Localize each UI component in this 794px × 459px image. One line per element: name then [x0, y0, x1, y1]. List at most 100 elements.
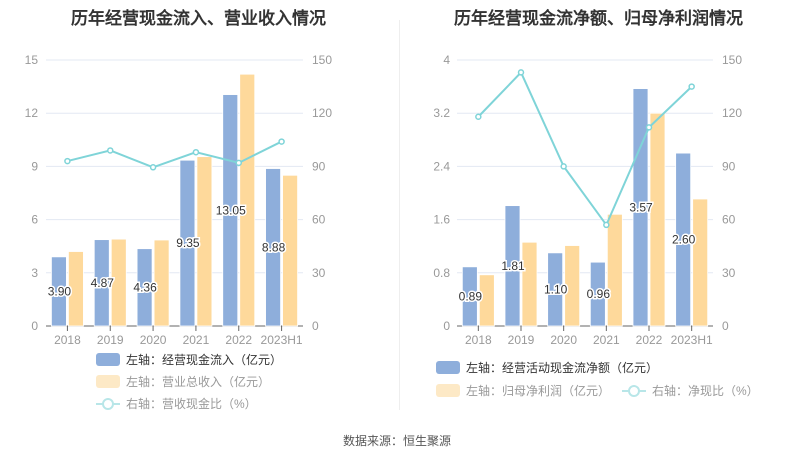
line-point: [278, 138, 285, 145]
y-tick-right: 120: [722, 106, 742, 120]
y-tick-left: 6: [31, 213, 38, 227]
legend-swatch: [96, 353, 120, 366]
data-label: 0.96: [587, 287, 611, 301]
bar-a: [222, 94, 239, 327]
data-label: 4.87: [91, 276, 115, 290]
bar-b: [649, 112, 666, 327]
divider: [399, 20, 400, 410]
y-tick-right: 30: [722, 266, 736, 280]
line-point: [560, 163, 567, 170]
line-point: [235, 159, 242, 167]
y-tick-right: 90: [722, 159, 736, 173]
y-tick-left: 0: [31, 319, 38, 333]
y-tick-left: 1.6: [433, 213, 450, 227]
x-tick-label: 2022: [636, 333, 663, 347]
bar-a: [632, 88, 649, 327]
legend-swatch: [96, 375, 120, 388]
bar-a: [136, 248, 153, 327]
chart-left: 0 0 3 30 6 60 9 90 12 120 15 150 2018 2019 2020 2021 202…: [25, 53, 333, 411]
y-tick-left: 0: [443, 319, 450, 333]
y-tick-left: 12: [25, 106, 39, 120]
data-label: 3.57: [629, 200, 653, 214]
y-tick-right: 30: [312, 266, 326, 280]
chart-title-left: 历年经营现金流入、营业收入情况: [71, 9, 326, 28]
bar-b: [196, 156, 213, 327]
y-tick-left: 3.2: [433, 106, 450, 120]
legend-swatch: [436, 361, 460, 374]
legend-label: 左轴：经营活动现金流净额（亿元）: [466, 360, 658, 375]
data-label: 1.10: [544, 282, 568, 296]
x-tick-label: 2021: [183, 333, 210, 347]
x-tick-label: 2023H1: [261, 333, 303, 347]
line-point: [475, 113, 482, 120]
data-label: 0.89: [459, 289, 483, 303]
bar-b: [564, 245, 581, 327]
legend-label: 左轴：归母净利润（亿元）: [466, 383, 610, 398]
bar-b: [606, 213, 623, 327]
bar-a: [589, 261, 606, 327]
line-point: [517, 69, 525, 76]
legend-label: 右轴：营收现金比（%）: [126, 396, 257, 411]
x-tick-label: 2019: [97, 333, 124, 347]
y-tick-right: 60: [312, 213, 326, 227]
bar-a: [51, 256, 67, 327]
bar-a: [547, 252, 564, 327]
data-label: 8.88: [262, 240, 286, 254]
legend-label: 左轴：营业总收入（亿元）: [126, 374, 270, 389]
y-tick-right: 60: [722, 213, 736, 227]
y-tick-right: 150: [312, 53, 332, 67]
data-label: 1.81: [501, 259, 525, 273]
bar-b: [692, 198, 709, 327]
bar-a: [179, 159, 196, 327]
bar-a: [265, 168, 281, 327]
data-source: 数据来源：恒生聚源: [342, 434, 451, 448]
x-tick-label: 2018: [465, 333, 492, 347]
x-tick-label: 2018: [54, 333, 81, 347]
line-point: [149, 164, 157, 171]
line-point: [192, 148, 200, 156]
bar-a: [675, 152, 692, 327]
bar-a: [504, 205, 521, 327]
data-label: 4.36: [133, 280, 157, 294]
data-label: 13.05: [216, 203, 246, 217]
bar-b: [239, 73, 256, 327]
y-tick-right: 0: [312, 319, 319, 333]
data-label: 3.90: [48, 284, 72, 298]
bar-a: [93, 239, 110, 327]
line-point: [603, 221, 610, 229]
y-tick-left: 3: [31, 266, 38, 280]
data-label: 2.60: [672, 233, 696, 247]
y-tick-left: 4: [443, 53, 450, 67]
bar-b: [153, 239, 170, 327]
y-tick-right: 120: [312, 106, 332, 120]
bar-b: [478, 274, 495, 327]
bar-b: [521, 241, 538, 327]
line-point: [64, 157, 71, 165]
legend-label: 左轴：经营现金流入（亿元）: [126, 352, 282, 367]
line-point: [645, 124, 653, 131]
y-tick-left: 9: [31, 159, 38, 173]
y-tick-right: 150: [722, 53, 742, 67]
y-tick-left: 2.4: [433, 159, 450, 173]
line-series: [67, 140, 283, 169]
bar-b: [110, 238, 127, 327]
legend-circle-icon: [628, 385, 640, 397]
legend-label: 右轴：净现比（%）: [652, 383, 759, 398]
x-tick-label: 2019: [508, 333, 535, 347]
y-tick-right: 90: [312, 159, 326, 173]
y-tick-left: 0.8: [433, 266, 450, 280]
y-tick-left: 15: [25, 53, 39, 67]
chart-title-right: 历年经营现金流净额、归母净利润情况: [454, 9, 743, 28]
x-tick-label: 2022: [225, 333, 252, 347]
line-point: [107, 147, 114, 154]
data-label: 9.35: [176, 236, 200, 250]
legend-swatch: [436, 384, 460, 397]
line-series: [477, 70, 693, 227]
x-tick-label: 2023H1: [671, 333, 713, 347]
y-tick-right: 0: [722, 319, 729, 333]
bar-a: [461, 266, 478, 327]
bar-b: [282, 174, 298, 327]
x-tick-label: 2020: [140, 333, 167, 347]
line-point: [688, 83, 695, 90]
